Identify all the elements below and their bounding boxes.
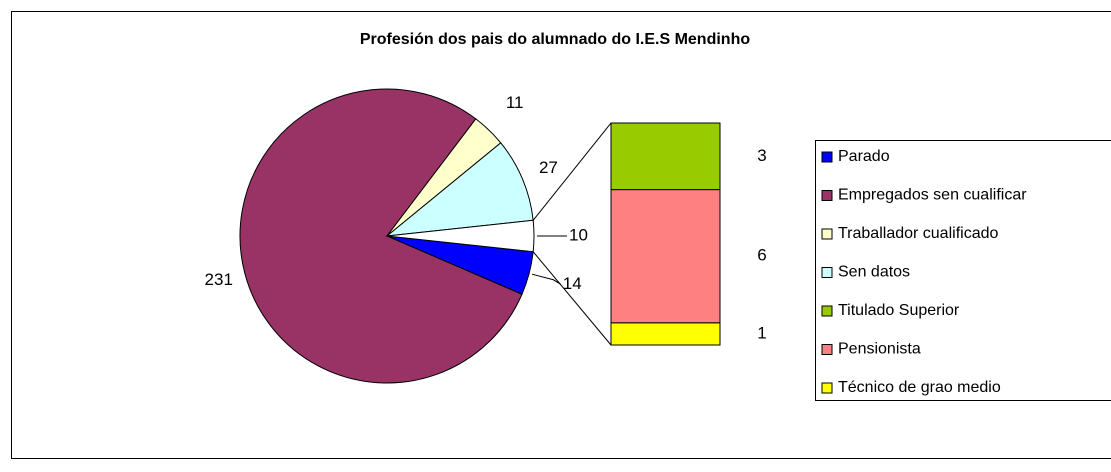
data-label: 11: [506, 93, 524, 112]
legend-swatch: [821, 382, 833, 394]
legend-swatch: [821, 344, 833, 355]
leader-line: [531, 273, 562, 285]
bar-segment: [610, 122, 721, 191]
data-label: 14: [563, 274, 582, 293]
bar-segment: [610, 189, 721, 324]
connector-line: [532, 122, 612, 221]
data-label: 3: [757, 146, 766, 165]
legend-swatch: [821, 190, 833, 201]
legend-label: Traballador cualificado: [838, 225, 998, 242]
legend-label: Empregados sen cualificar: [838, 187, 1027, 204]
legend-swatch: [821, 228, 833, 240]
data-label: 27: [539, 158, 558, 177]
data-label: 6: [757, 246, 766, 265]
legend-box: [815, 140, 1111, 401]
legend-label: Sen datos: [838, 264, 910, 281]
chart-title: Profesión dos pais do alumnado do I.E.S …: [360, 31, 750, 48]
connector-line: [532, 251, 612, 346]
bar-segment: [610, 322, 721, 346]
legend-swatch: [821, 267, 833, 278]
pie-slice: [386, 219, 535, 253]
pie-slice: [239, 88, 523, 384]
data-label: 10: [569, 225, 588, 244]
pie-slice: [385, 142, 534, 237]
legend-label: Pensionista: [838, 341, 921, 358]
data-label: 1: [757, 323, 766, 342]
legend-label: Técnico de grao medio: [838, 379, 1001, 396]
legend-label: Titulado Superior: [838, 302, 960, 319]
legend-swatch: [821, 305, 833, 317]
legend-swatch: [821, 151, 833, 163]
data-label: 231: [205, 270, 233, 289]
legend-label: Parado: [838, 148, 890, 165]
